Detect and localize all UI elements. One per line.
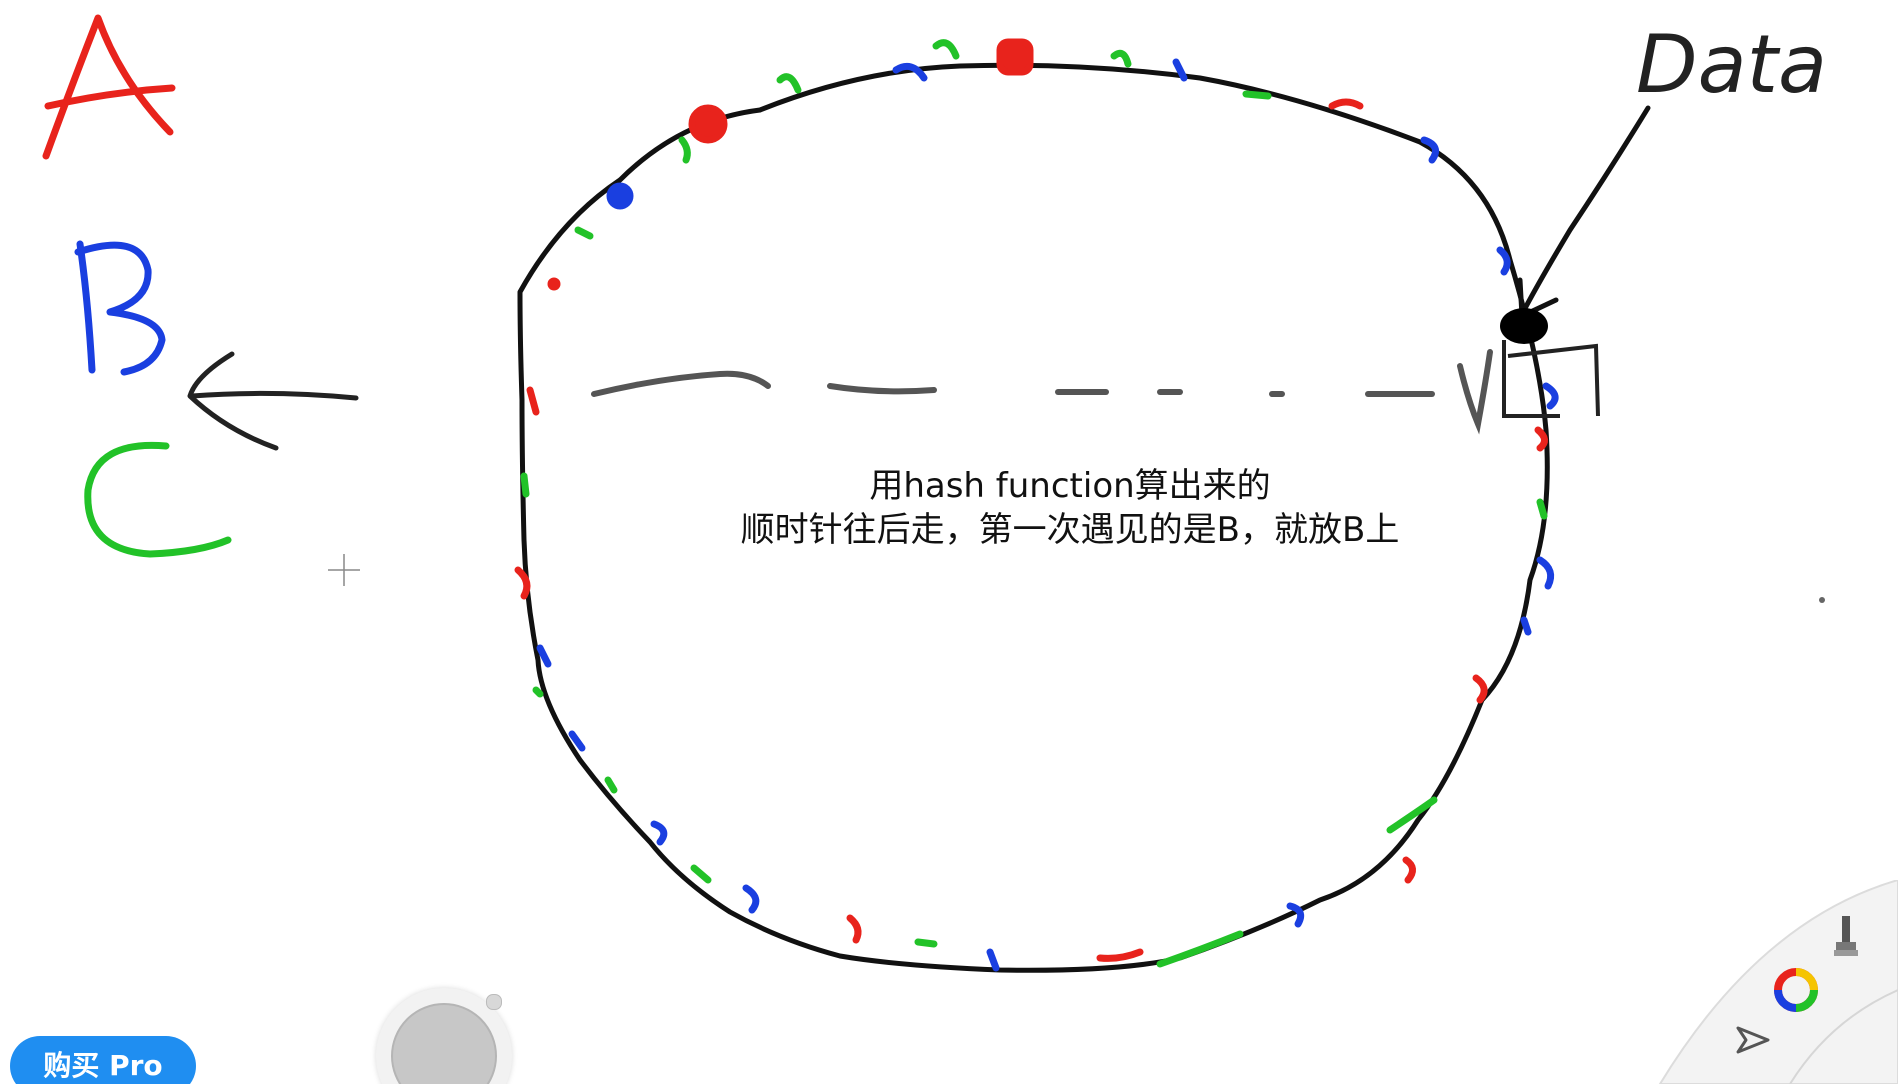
node-c [574, 226, 594, 240]
node-b [742, 884, 760, 914]
node-b [1172, 58, 1188, 82]
node-b [1286, 902, 1305, 928]
brush-fab-button[interactable] [376, 988, 512, 1084]
node-c [678, 136, 691, 164]
data-label: Data [1636, 18, 1827, 111]
node-a [547, 277, 561, 291]
node-b [568, 730, 586, 752]
node-b [1536, 556, 1555, 590]
crosshair-cursor-icon [328, 554, 360, 586]
node-c [1110, 49, 1132, 68]
node-a [526, 386, 540, 416]
annotation-line-2: 顺时针往后走，第一次遇见的是B，就放B上 [740, 510, 1400, 550]
node-a [688, 104, 728, 144]
node-a [996, 38, 1034, 76]
color-wheel-icon[interactable] [1774, 968, 1818, 1012]
node-b [1520, 616, 1532, 636]
node-b [1496, 246, 1511, 276]
fab-inner-circle [391, 1003, 497, 1084]
node-b [536, 644, 552, 668]
node-c [520, 472, 530, 498]
node-b [1542, 382, 1559, 410]
node-c [690, 864, 712, 884]
data-arrow [1517, 105, 1651, 319]
fab-indicator-dot [486, 994, 502, 1010]
stray-dot [1819, 597, 1825, 603]
node-a [846, 914, 862, 944]
node-b [606, 182, 634, 210]
node-a [1472, 674, 1488, 704]
pointer-icon[interactable] [1736, 1026, 1770, 1054]
legend-c [84, 441, 232, 558]
node-b [650, 820, 668, 846]
node-b [892, 62, 928, 82]
node-b [986, 948, 1000, 972]
ring-nodes [514, 38, 1559, 972]
node-b [1420, 136, 1440, 164]
legend-a [42, 14, 176, 160]
node-a [514, 566, 531, 600]
node-c [532, 686, 544, 698]
node-c [604, 776, 618, 794]
annotation-line-1: 用hash function算出来的 [869, 466, 1271, 506]
node-c [932, 39, 960, 60]
brush-icon[interactable] [1834, 916, 1858, 956]
node-a [1534, 426, 1548, 452]
legend-b [74, 240, 166, 376]
node-c [1156, 930, 1244, 968]
node-a [1096, 948, 1144, 962]
node-c [914, 938, 938, 948]
data-point-box [1502, 340, 1600, 418]
node-c [1536, 498, 1548, 520]
node-c [1386, 796, 1438, 834]
node-c [776, 73, 802, 94]
node-a [1328, 98, 1364, 110]
tool-wheel-inner-arc [1789, 989, 1898, 1084]
buy-pro-button[interactable]: 购买 Pro [10, 1036, 196, 1084]
node-c [1242, 90, 1272, 100]
node-a [1402, 856, 1416, 884]
tool-wheel[interactable] [1620, 880, 1898, 1084]
data-point [1500, 308, 1548, 344]
dashed-line [591, 349, 1493, 435]
left-arrow [187, 351, 359, 451]
